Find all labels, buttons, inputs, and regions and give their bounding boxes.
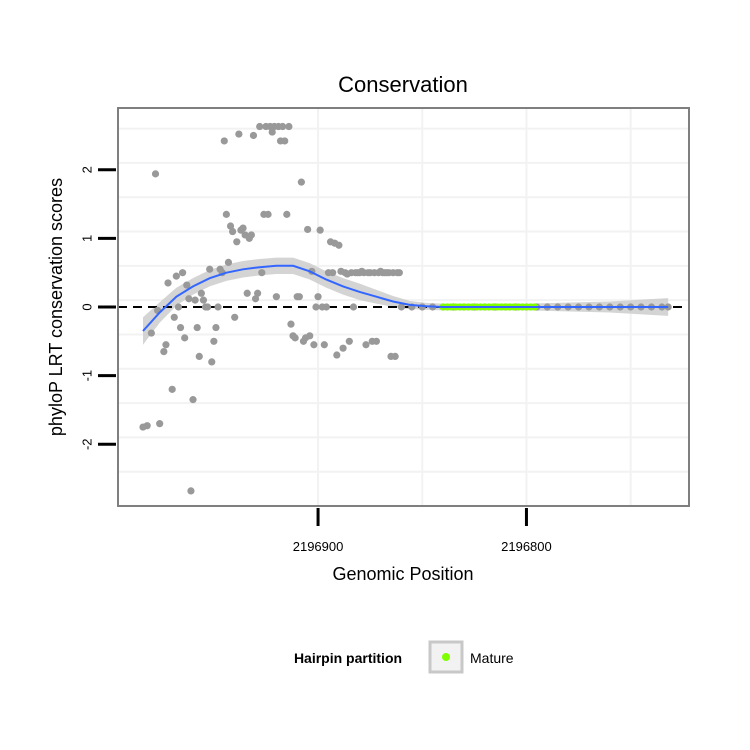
data-point [243, 289, 251, 297]
data-point [258, 269, 266, 277]
data-point [187, 487, 195, 495]
data-point [345, 337, 353, 345]
data-point [224, 258, 233, 266]
data-point [179, 269, 187, 277]
data-point [268, 128, 276, 136]
data-point [395, 269, 403, 277]
data-point [231, 313, 239, 321]
data-point [208, 358, 216, 366]
legend-marker-mature [442, 653, 450, 661]
data-point [320, 341, 328, 349]
data-point [281, 137, 289, 145]
smooth-curve [142, 264, 669, 332]
data-point [197, 289, 205, 297]
x-tick-label: 2196800 [501, 539, 552, 554]
data-point [183, 281, 191, 289]
legend: Hairpin partition Mature [294, 640, 514, 674]
smooth-line [142, 264, 669, 332]
data-point [391, 352, 399, 361]
y-tick-label: -1 [80, 370, 95, 382]
data-point [362, 341, 370, 349]
x-tick-label: 2196900 [293, 539, 344, 554]
data-point [143, 422, 151, 430]
data-point [162, 341, 170, 349]
data-point [249, 131, 258, 140]
data-point [272, 293, 280, 301]
data-point [226, 222, 235, 230]
data-point [164, 279, 172, 287]
data-point [191, 296, 199, 304]
data-point [229, 227, 237, 236]
data-point [214, 303, 222, 311]
data-point [235, 130, 243, 138]
data-point [264, 210, 272, 218]
data-point [314, 293, 322, 301]
data-point [193, 323, 201, 332]
data-point [204, 303, 212, 311]
data-point [306, 332, 314, 340]
data-point [339, 344, 347, 352]
data-point [251, 295, 260, 303]
data-point [316, 226, 324, 234]
data-points [139, 122, 672, 495]
y-tick-label: -2 [80, 438, 95, 450]
x-axis: 2196900 2196800 [293, 508, 552, 554]
data-point [210, 337, 218, 345]
data-point [335, 241, 343, 249]
legend-title: Hairpin partition [294, 650, 402, 666]
x-axis-title: Genomic Position [332, 564, 473, 584]
data-point [297, 178, 305, 186]
data-point [220, 137, 228, 145]
data-point [291, 334, 299, 342]
data-point [295, 293, 303, 301]
data-point [283, 210, 291, 218]
data-point [174, 303, 183, 311]
data-point [372, 337, 381, 345]
data-point [212, 323, 220, 332]
data-point [397, 303, 406, 311]
y-tick-label: 0 [80, 303, 95, 310]
data-point [333, 351, 341, 359]
data-point [206, 265, 214, 273]
y-axis: -2 -1 0 1 2 [80, 166, 116, 450]
data-point [168, 385, 176, 393]
data-point [239, 224, 247, 232]
data-point [287, 320, 295, 328]
confidence-band-area [143, 257, 669, 345]
data-point [222, 210, 230, 218]
data-point [329, 269, 337, 277]
data-point [279, 122, 287, 131]
data-point [170, 313, 178, 321]
y-tick-label: 2 [80, 166, 95, 173]
data-point [172, 272, 180, 280]
data-point [151, 170, 160, 178]
data-point [199, 296, 208, 304]
data-point [322, 303, 330, 311]
data-point [185, 295, 193, 303]
data-point [147, 329, 155, 337]
data-point [195, 352, 203, 361]
data-point [349, 303, 358, 311]
chart-title: Conservation [338, 72, 468, 97]
data-point [310, 341, 318, 349]
legend-label-mature: Mature [470, 650, 514, 666]
data-point [160, 348, 168, 356]
smooth-confidence-band [143, 257, 669, 345]
data-point [176, 323, 185, 332]
y-tick-label: 1 [80, 235, 95, 242]
plot-border [117, 107, 690, 507]
data-point [256, 122, 264, 131]
data-point [247, 231, 255, 239]
data-point [254, 289, 262, 297]
data-point [312, 303, 320, 311]
y-axis-title: phyloP LRT conservation scores [46, 178, 66, 436]
data-point [304, 225, 312, 234]
data-point [156, 420, 164, 428]
data-point [189, 396, 197, 404]
data-point [233, 238, 241, 246]
data-point [181, 334, 189, 342]
data-point [285, 122, 293, 131]
